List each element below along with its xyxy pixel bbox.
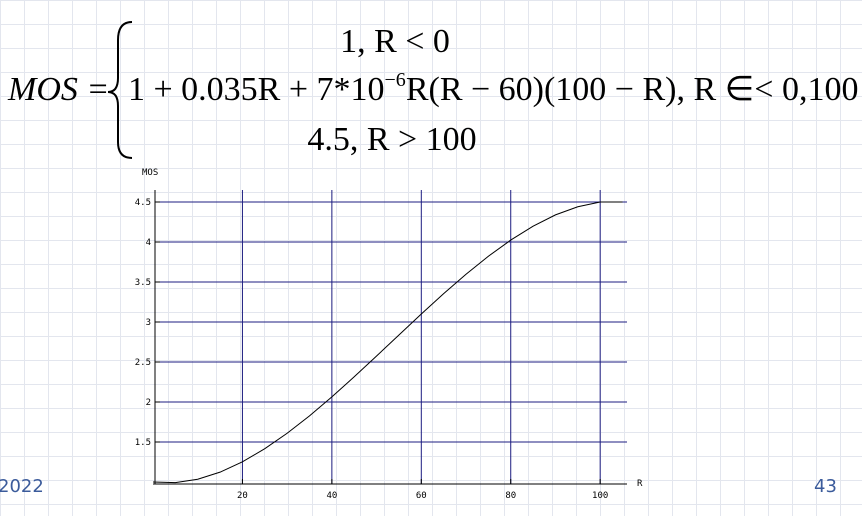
formula-lhs: MOS = <box>7 71 109 108</box>
page-number: 43 <box>814 476 837 497</box>
x-tick-label: 40 <box>326 491 337 501</box>
footer-date: 2022 <box>0 476 44 497</box>
y-tick-label: 4 <box>146 238 151 248</box>
y-tick-label: 2.5 <box>135 358 151 368</box>
y-tick-label: 4.5 <box>135 198 151 208</box>
curve <box>152 201 623 484</box>
x-tick-label: 100 <box>592 491 608 501</box>
x-tick-label: 80 <box>505 491 516 501</box>
formula-case: 1 + 0.035R + 7*10−6R(R − 60)(100 − R), R… <box>128 69 862 108</box>
y-tick-label: 2 <box>146 398 151 408</box>
formula-case: 1, R < 0 <box>340 23 450 60</box>
y-axis-label: MOS <box>142 168 158 178</box>
brace <box>107 21 133 159</box>
y-tick-label: 3 <box>146 318 151 328</box>
formula-part: R(R − 60)(100 − R), R ∈< 0,100 > <box>406 71 862 108</box>
formula-case: 4.5, R > 100 <box>307 121 476 158</box>
x-axis-label: R <box>637 479 643 489</box>
y-tick-label: 1.5 <box>135 438 151 448</box>
formula-part: 1 + 0.035R + 7*10 <box>128 71 385 108</box>
formula-exponent: −6 <box>385 69 406 91</box>
y-tick-label: 3.5 <box>135 278 151 288</box>
x-tick-label: 60 <box>416 491 427 501</box>
x-tick-label: 20 <box>237 491 248 501</box>
